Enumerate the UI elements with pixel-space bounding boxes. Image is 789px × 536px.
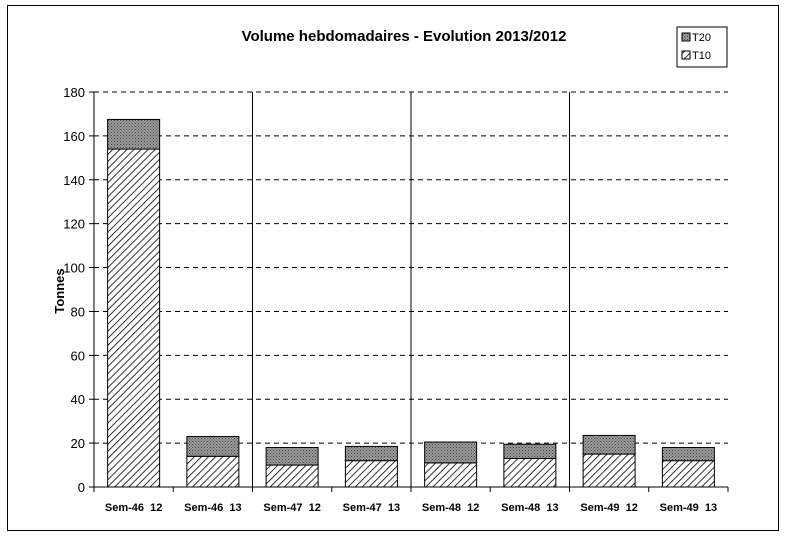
bar-t10 — [424, 462, 478, 488]
bar-t20 — [582, 434, 636, 455]
x-tick-label: Sem-48 12 — [422, 502, 479, 514]
bar-t10 — [107, 148, 161, 488]
x-tick-label: Sem-49 12 — [580, 502, 637, 514]
x-tick-label: Sem-48 13 — [501, 502, 558, 514]
bar-t20 — [503, 443, 557, 459]
bar-t10 — [344, 460, 398, 488]
bar-t10 — [582, 453, 636, 488]
bar-t20 — [107, 118, 161, 150]
bar-t10 — [661, 460, 715, 488]
y-tick-label: 0 — [78, 480, 85, 495]
bar-t20 — [424, 441, 478, 464]
bar-t20 — [265, 447, 319, 466]
x-tick-label: Sem-47 12 — [263, 502, 320, 514]
bar-t10 — [503, 457, 557, 488]
y-tick-label: 100 — [63, 261, 85, 276]
y-tick-label: 160 — [63, 129, 85, 144]
bar-t20 — [186, 436, 240, 457]
y-tick-label: 20 — [71, 436, 85, 451]
legend: T20 T10 — [676, 26, 728, 68]
x-tick-label: Sem-46 13 — [184, 502, 241, 514]
y-tick-label: 180 — [63, 85, 85, 100]
y-tick-label: 140 — [63, 173, 85, 188]
chart-title: Volume hebdomadaires - Evolution 2013/20… — [242, 28, 567, 45]
week-separators — [252, 92, 570, 487]
x-tick-label: Sem-47 13 — [343, 502, 400, 514]
y-tick-labels: 0 20 40 60 80 100 120 140 160 180 — [63, 85, 85, 495]
bars — [107, 118, 715, 488]
legend-swatch-t10 — [681, 50, 691, 60]
x-tick-label: Sem-49 13 — [660, 502, 717, 514]
bar-t10 — [186, 455, 240, 488]
y-axis-label: Tonnes — [52, 268, 67, 313]
y-tick-label: 120 — [63, 217, 85, 232]
bar-t20 — [661, 447, 715, 462]
axes — [89, 91, 729, 492]
x-tick-labels: Sem-46 12 Sem-46 13 Sem-47 12 Sem-47 13 Sem-… — [105, 502, 717, 514]
y-tick-label: 60 — [71, 348, 85, 363]
legend-label-t20: T20 — [692, 32, 711, 44]
y-tick-label: 40 — [71, 392, 85, 407]
bar-t20 — [344, 445, 398, 462]
bar-t10 — [265, 464, 319, 488]
legend-label-t10: T10 — [692, 50, 711, 62]
x-tick-label: Sem-46 12 — [105, 502, 162, 514]
y-tick-label: 80 — [71, 304, 85, 319]
legend-swatch-t20 — [681, 32, 691, 42]
